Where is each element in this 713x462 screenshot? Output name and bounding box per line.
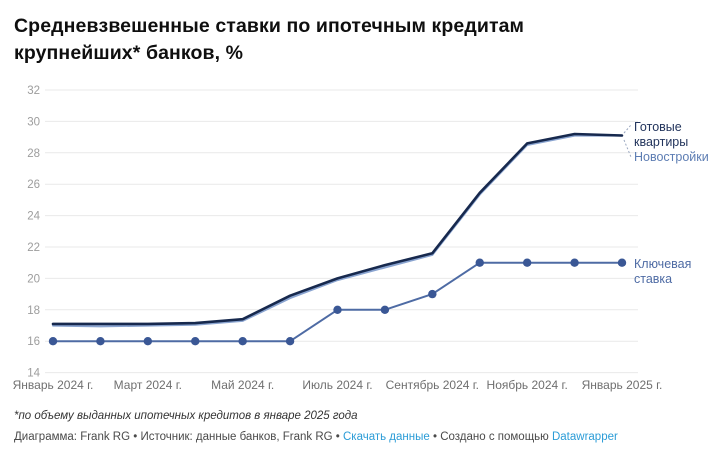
series-end-label: Готовые: [634, 120, 682, 134]
chart-footnote: *по объему выданных ипотечных кредитов в…: [14, 410, 358, 422]
chart-title: Средневзвешенные ставки по ипотечным кре…: [14, 13, 524, 67]
series-dot: [333, 305, 342, 314]
series-end-label: ставка: [634, 272, 672, 286]
x-tick-label: Сентябрь 2024 г.: [386, 378, 479, 392]
footer-credits: Диаграмма: Frank RG • Источник: данные б…: [14, 431, 343, 443]
download-data-link[interactable]: Скачать данные: [342, 431, 430, 443]
y-tick-label: 22: [27, 242, 40, 254]
series-end-label: квартиры: [634, 135, 688, 149]
y-tick-label: 24: [27, 211, 40, 223]
series-line-2: [52, 261, 623, 343]
series-end-label: Ключевая: [634, 257, 691, 271]
series-dot: [285, 337, 295, 346]
y-tick-label: 28: [27, 148, 40, 160]
y-tick-label: 26: [27, 179, 40, 191]
series-dot: [428, 289, 437, 299]
x-tick-label: Май 2024 г.: [211, 378, 274, 392]
series-dot: [143, 337, 153, 346]
chart-title-line1: Средневзвешенные ставки по ипотечным кре…: [14, 15, 525, 37]
footer-created-with: • Создано с помощью: [429, 431, 552, 443]
chart-footer: Диаграмма: Frank RG • Источник: данные б…: [14, 431, 618, 443]
chart-title-line2: крупнейших* банков, %: [14, 42, 244, 64]
y-tick-label: 20: [27, 273, 40, 285]
x-tick-label: Январь 2024 г.: [13, 378, 94, 392]
series-line-0: [51, 134, 624, 328]
series-dot: [522, 258, 532, 267]
x-tick-label: Март 2024 г.: [114, 378, 182, 392]
y-tick-label: 18: [27, 305, 40, 317]
datawrapper-link[interactable]: Datawrapper: [551, 431, 618, 443]
series-dot: [380, 305, 390, 314]
series-end-label: Новостройки: [634, 150, 709, 164]
series-dot: [96, 337, 105, 346]
y-tick-label: 30: [27, 116, 40, 128]
series-dot: [475, 258, 484, 267]
series-dot: [191, 337, 200, 346]
x-tick-label: Июль 2024 г.: [302, 378, 372, 392]
y-tick-label: 16: [27, 336, 40, 348]
series-dot: [570, 258, 579, 267]
leader-line: [623, 139, 632, 158]
x-tick-label: Январь 2025 г.: [582, 378, 663, 392]
leader-line: [623, 124, 632, 134]
series-dot: [238, 337, 247, 346]
x-tick-label: Ноябрь 2024 г.: [487, 378, 568, 392]
series-line-1: [51, 132, 624, 326]
series-dot: [617, 258, 627, 267]
series-dot: [48, 337, 58, 346]
y-tick-label: 14: [27, 368, 40, 380]
y-tick-label: 32: [27, 85, 40, 97]
